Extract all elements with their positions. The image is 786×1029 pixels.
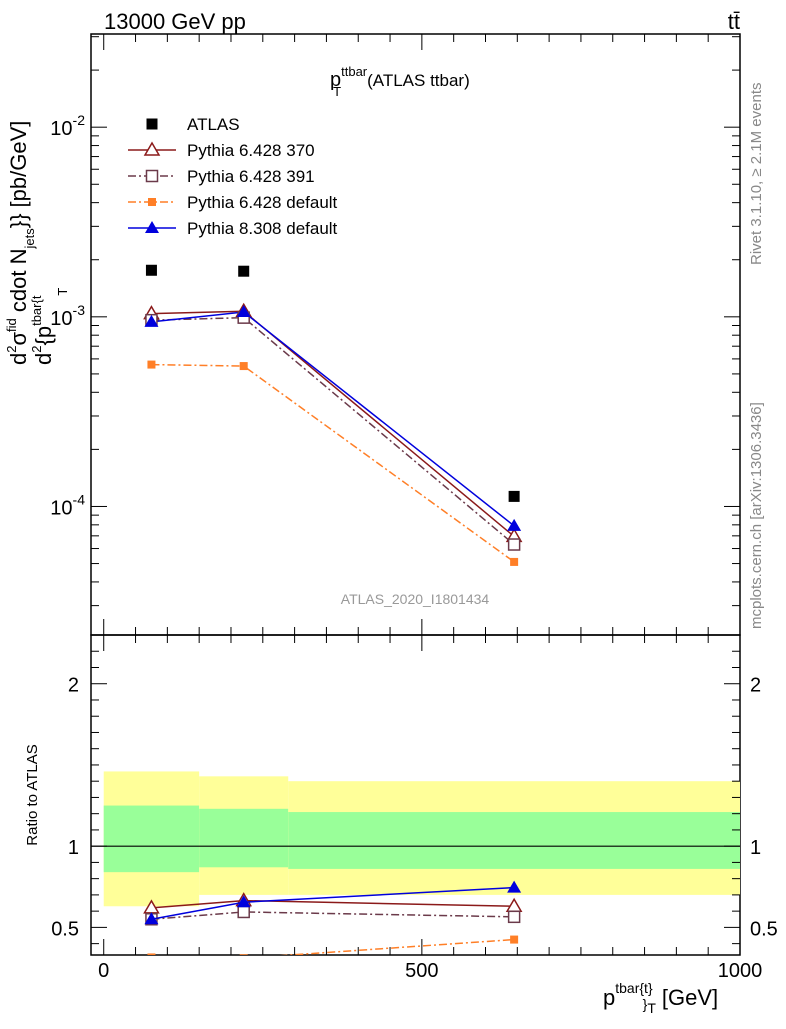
ratio-y-tick-label: 2 bbox=[68, 675, 79, 697]
x-tick-label: 0 bbox=[98, 960, 109, 982]
legend-marker bbox=[145, 221, 159, 233]
ratio-axis-label: Ratio to ATLAS bbox=[24, 744, 41, 845]
series-line bbox=[151, 316, 515, 546]
data-point bbox=[236, 305, 251, 318]
legend-marker bbox=[146, 118, 158, 130]
data-point bbox=[507, 538, 521, 551]
y-axis-label: d2σfid cdot Njets}} [pb/GeV] d2{ptbar{tT bbox=[4, 121, 70, 365]
legend-label: ATLAS bbox=[187, 115, 240, 134]
y-tick-label: 10-4 bbox=[50, 491, 85, 519]
legend: ATLAS Pythia 6.428 370 Pythia 6.428 391 Pyt… bbox=[128, 115, 338, 238]
ratio-point bbox=[510, 935, 519, 944]
svg-text:d2{ptbar{tT: d2{ptbar{tT bbox=[29, 288, 70, 365]
data-point bbox=[238, 265, 250, 277]
analysis-watermark: ATLAS_2020_I1801434 bbox=[341, 591, 490, 607]
y-tick-label: 10-3 bbox=[50, 302, 85, 330]
ratio-point bbox=[505, 897, 523, 913]
ratio-uncertainty-bands bbox=[91, 771, 740, 907]
ratio-series bbox=[143, 880, 523, 955]
ratio-point bbox=[507, 880, 522, 893]
ratio-y-tick-label-right: 0.5 bbox=[750, 918, 778, 940]
ratio-line bbox=[279, 938, 515, 955]
legend-label: Pythia 8.308 default bbox=[187, 219, 338, 238]
ratio-y-tick-label: 1 bbox=[68, 837, 79, 859]
ratio-point bbox=[144, 912, 159, 925]
plot-title: pttbar T(ATLAS ttbar) bbox=[330, 64, 470, 99]
ratio-y-tick-label-right: 1 bbox=[750, 837, 761, 859]
data-point bbox=[147, 360, 156, 369]
series-line bbox=[151, 363, 515, 563]
inner-band-bin bbox=[199, 808, 289, 868]
data-point bbox=[510, 557, 519, 566]
ratio-y-tick-label-right: 2 bbox=[750, 675, 761, 697]
ratio-point bbox=[239, 954, 248, 955]
legend-label: Pythia 6.428 391 bbox=[187, 167, 315, 186]
ratio-line bbox=[151, 899, 515, 909]
rivet-label: Rivet 3.1.10, ≥ 2.1M events bbox=[748, 83, 765, 266]
legend-marker bbox=[145, 169, 159, 183]
series-lines bbox=[151, 310, 515, 563]
legend-marker bbox=[148, 198, 156, 206]
data-point bbox=[507, 518, 522, 531]
legend-label: Pythia 6.428 default bbox=[187, 193, 338, 212]
series-line bbox=[151, 310, 515, 538]
data-point bbox=[239, 362, 248, 371]
y-tick-label: 10-2 bbox=[50, 112, 85, 140]
series-markers bbox=[143, 264, 523, 566]
svg-text:d2σfid cdot Njets}} [pb/GeV]: d2σfid cdot Njets}} [pb/GeV] bbox=[4, 121, 37, 365]
inner-band-bin bbox=[103, 805, 200, 873]
energy-label: 13000 GeV pp bbox=[104, 9, 246, 34]
ratio-y-tick-label: 0.5 bbox=[51, 918, 79, 940]
ratio-point bbox=[507, 910, 521, 924]
data-point bbox=[144, 314, 159, 327]
data-point bbox=[145, 264, 157, 276]
ratio-point bbox=[237, 905, 250, 919]
mcplots-label: mcplots.cern.ch [arXiv:1306.3436] bbox=[748, 402, 765, 629]
x-tick-label: 500 bbox=[405, 960, 438, 982]
x-tick-label: 1000 bbox=[718, 960, 763, 982]
ratio-point bbox=[147, 953, 156, 955]
axis-ticks: 10-4 10-3 10-2 0 500 1000 0.5 0.5 1 1 2 2 bbox=[50, 34, 778, 982]
ratio-line bbox=[151, 911, 515, 921]
data-point bbox=[508, 490, 520, 502]
legend-label: Pythia 6.428 370 bbox=[187, 141, 315, 160]
process-label: tt̄ bbox=[728, 9, 740, 34]
series-line bbox=[151, 311, 515, 527]
ratio-point bbox=[236, 895, 251, 908]
x-axis-label: ptbar{t}}T [GeV] bbox=[603, 980, 718, 1016]
legend-marker bbox=[143, 141, 161, 156]
inner-band-bin bbox=[288, 812, 740, 869]
